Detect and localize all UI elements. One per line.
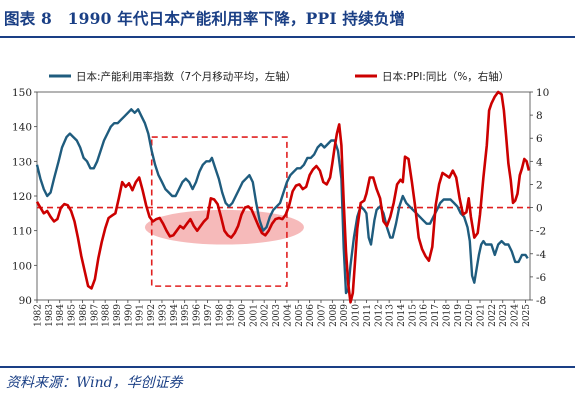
figure-header: 图表 8 1990 年代日本产能利用率下降，PPI 持续负增 bbox=[0, 0, 575, 36]
left-axis-tick-label: 120 bbox=[12, 191, 32, 203]
x-axis-tick-label: 1996 bbox=[193, 304, 203, 327]
x-axis-tick-label: 1993 bbox=[158, 304, 168, 327]
x-axis-tick-label: 1991 bbox=[136, 304, 146, 327]
right-axis-tick-label: -8 bbox=[536, 295, 546, 307]
left-axis-tick-label: 90 bbox=[19, 295, 32, 307]
x-axis-tick-label: 2023 bbox=[499, 304, 509, 327]
x-axis-tick-label: 1999 bbox=[227, 304, 237, 327]
right-axis-tick-label: -2 bbox=[536, 226, 546, 238]
highlight-layer bbox=[144, 136, 304, 287]
right-axis-tick-label: 2 bbox=[536, 179, 543, 191]
x-axis-tick-label: 1997 bbox=[204, 304, 214, 327]
series-layer bbox=[35, 90, 531, 304]
right-axis-tick-label: 10 bbox=[536, 87, 549, 99]
legend-label-capacity: 日本:产能利用率指数（7个月移动平均，左轴） bbox=[76, 70, 296, 83]
x-axis-tick-label: 2009 bbox=[340, 304, 350, 327]
x-axis-tick-label: 2006 bbox=[306, 304, 316, 327]
x-axis-tick-label: 1998 bbox=[215, 304, 225, 327]
x-axis-tick-label: 2025 bbox=[522, 304, 532, 327]
source-note: 资料来源：Wind，华创证券 bbox=[6, 375, 183, 391]
right-axis-tick-label: 4 bbox=[536, 156, 543, 168]
x-axis-tick-label: 1990 bbox=[124, 304, 134, 327]
highlight-rectangle bbox=[150, 136, 288, 287]
legend: 日本:产能利用率指数（7个月移动平均，左轴） 日本:PPI:同比（%，右轴） bbox=[49, 70, 509, 83]
x-axis-tick-label: 2002 bbox=[261, 304, 271, 327]
left-axis-tick-label: 140 bbox=[12, 122, 32, 134]
x-axis-tick-label: 2000 bbox=[238, 304, 248, 327]
x-axis-tick-label: 2020 bbox=[465, 304, 475, 327]
footer-divider bbox=[0, 366, 575, 368]
x-axis-tick-label: 2003 bbox=[272, 304, 282, 327]
x-axis-tick-label: 1985 bbox=[68, 304, 78, 327]
right-axis-tick-label: -4 bbox=[536, 249, 547, 261]
header-divider bbox=[0, 36, 575, 38]
left-axis-tick-label: 110 bbox=[12, 226, 32, 238]
x-axis-tick-label: 2001 bbox=[249, 304, 259, 327]
x-axis-tick-label: 1987 bbox=[90, 304, 100, 327]
right-axis-tick-label: 6 bbox=[536, 133, 543, 145]
legend-label-ppi: 日本:PPI:同比（%，右轴） bbox=[382, 70, 509, 83]
x-axis-tick-label: 2012 bbox=[374, 304, 384, 327]
left-axis-tick-label: 130 bbox=[12, 156, 32, 168]
x-axis-tick-label: 1982 bbox=[34, 304, 44, 327]
x-axis-tick-label: 2011 bbox=[363, 304, 373, 327]
x-axis-tick-label: 2024 bbox=[511, 304, 521, 327]
x-axis-tick-label: 2019 bbox=[454, 304, 464, 327]
left-axis-tick-label: 150 bbox=[12, 87, 32, 99]
x-axis-tick-label: 2015 bbox=[408, 304, 418, 327]
x-axis-tick-label: 2007 bbox=[317, 304, 327, 327]
x-axis-tick-label: 1986 bbox=[79, 304, 89, 327]
x-axis-tick-label: 2017 bbox=[431, 304, 441, 327]
x-axis-tick-label: 2022 bbox=[488, 304, 498, 327]
x-axis-tick-label: 2018 bbox=[442, 304, 452, 327]
x-axis-tick-label: 2021 bbox=[477, 304, 487, 327]
x-axis-tick-label: 2010 bbox=[352, 304, 362, 327]
x-axis-tick-label: 1992 bbox=[147, 304, 157, 327]
capacity-utilization-line bbox=[35, 108, 529, 295]
x-axis-tick-label: 1984 bbox=[56, 304, 66, 327]
x-axis-tick-label: 1983 bbox=[45, 304, 55, 327]
figure-title: 图表 8 1990 年代日本产能利用率下降，PPI 持续负增 bbox=[4, 9, 406, 28]
x-axis-tick-label: 2016 bbox=[420, 304, 430, 327]
x-axis-tick-label: 2005 bbox=[295, 304, 305, 327]
x-axis-tick-label: 1995 bbox=[181, 304, 191, 327]
left-axis-tick-label: 100 bbox=[12, 260, 32, 272]
x-axis-tick-label: 2013 bbox=[386, 304, 396, 327]
right-axis-tick-label: 8 bbox=[536, 110, 543, 122]
x-axis-tick-label: 1989 bbox=[113, 304, 123, 327]
right-axis-tick-label: -6 bbox=[536, 272, 547, 284]
x-axis-tick-label: 1994 bbox=[170, 304, 180, 327]
x-axis-tick-label: 2008 bbox=[329, 304, 339, 327]
x-axis-tick-label: 2004 bbox=[283, 304, 293, 327]
ppi-yoy-line bbox=[35, 90, 531, 304]
x-axis-tick-label: 2014 bbox=[397, 304, 407, 327]
x-axis-tick-label: 1988 bbox=[102, 304, 112, 327]
right-axis-tick-label: 0 bbox=[536, 203, 543, 215]
